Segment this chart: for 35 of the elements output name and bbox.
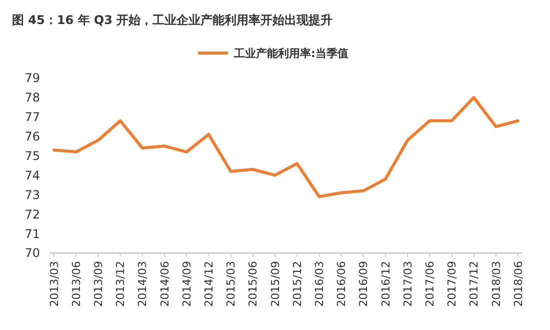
x-tick-label: 2016/03 [312, 261, 326, 307]
x-tick-label: 2013/06 [70, 261, 83, 307]
y-tick-label: 77 [24, 110, 40, 124]
x-tick-label: 2017/03 [401, 261, 414, 307]
x-tick-label: 2013/09 [92, 261, 106, 307]
x-tick-label: 2013/12 [114, 261, 128, 307]
y-tick-label: 74 [24, 168, 40, 182]
x-tick-label: 2014/06 [158, 261, 172, 307]
x-tick-label: 2014/09 [180, 261, 194, 307]
chart-title: 图 45：16 年 Q3 开始，工业企业产能利用率开始出现提升 [12, 13, 333, 27]
x-tick-label: 2016/06 [335, 261, 348, 307]
y-tick-label: 72 [24, 207, 40, 222]
x-tick-label: 2016/12 [379, 261, 392, 307]
y-tick-label: 75 [24, 148, 40, 163]
x-tick-label: 2014/12 [202, 261, 216, 307]
x-tick-label: 2013/03 [48, 261, 61, 307]
x-tick-label: 2015/03 [224, 261, 238, 307]
y-tick-label: 79 [24, 71, 40, 86]
x-tick-label: 2018/06 [512, 261, 525, 307]
y-tick-label: 78 [24, 90, 40, 105]
line-series [52, 96, 520, 198]
y-tick-label: 73 [24, 188, 40, 202]
x-tick-label: 2016/09 [357, 261, 370, 307]
x-tick-label: 2017/06 [423, 261, 436, 307]
y-tick-label: 70 [24, 246, 40, 260]
legend-label: 工业产能利用率:当季值 [233, 46, 348, 60]
x-tick-label: 2017/09 [446, 261, 459, 307]
y-tick-label: 76 [24, 130, 40, 144]
x-tick-label: 2018/03 [490, 261, 503, 307]
x-tick-label: 2017/12 [468, 261, 481, 307]
y-tick-label: 71 [24, 226, 40, 241]
x-tick-label: 2014/03 [136, 261, 150, 307]
x-tick-label: 2015/12 [290, 261, 304, 307]
x-tick-label: 2015/09 [268, 261, 282, 307]
x-tick-label: 2015/06 [246, 261, 260, 307]
